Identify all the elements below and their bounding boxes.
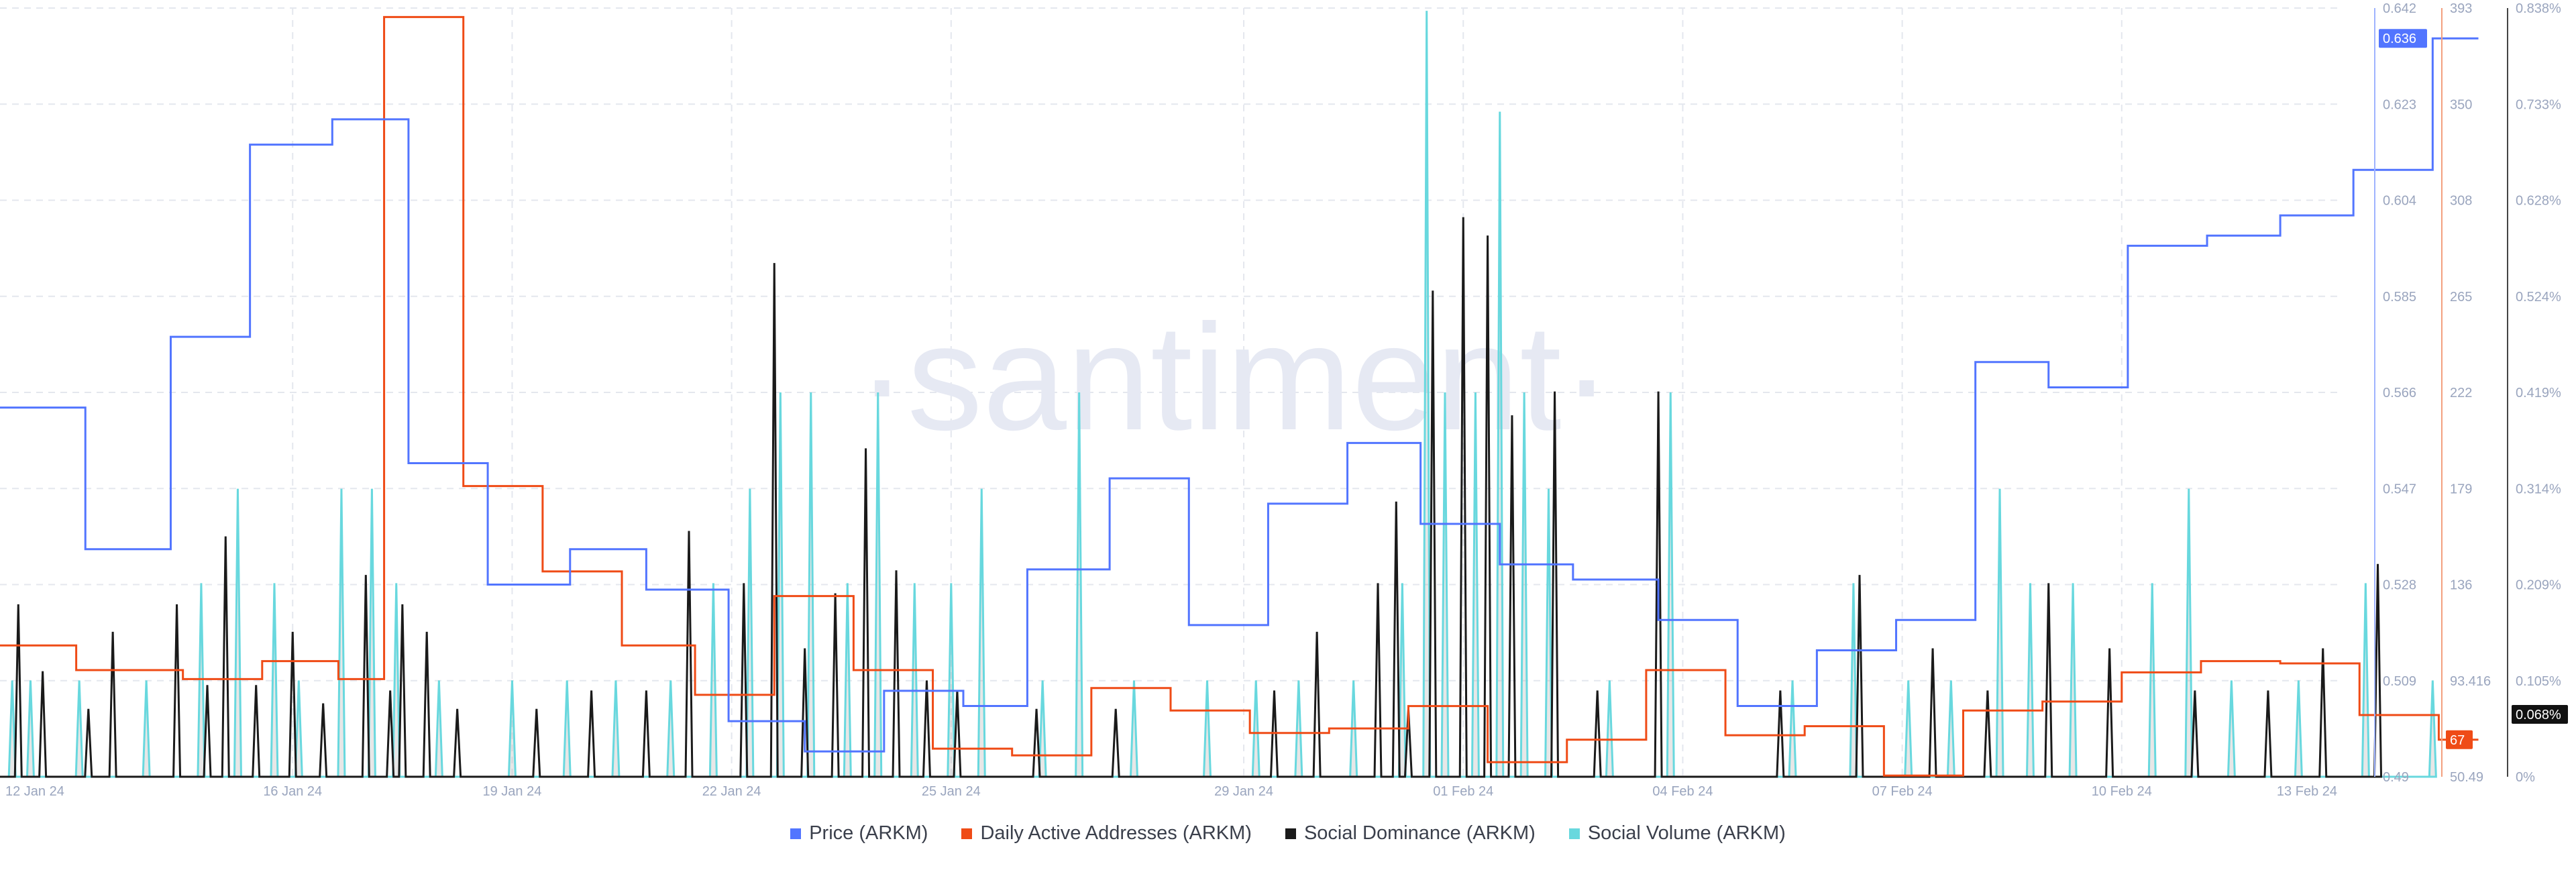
- legend-item-social-dominance[interactable]: Social Dominance (ARKM): [1285, 822, 1536, 844]
- x-tick-label: 13 Feb 24: [2277, 784, 2337, 799]
- dominance-tick-label: 0.314%: [2516, 482, 2561, 496]
- dominance-tick-label: 0.733%: [2516, 97, 2561, 112]
- grid: [0, 7, 2341, 777]
- social-dominance-line: [0, 217, 2383, 778]
- dominance-tick-label: 0.209%: [2516, 578, 2561, 593]
- volume-swatch-icon: [1568, 828, 1580, 839]
- price-tick-label: 0.49: [2383, 770, 2409, 785]
- x-tick-label: 07 Feb 24: [1872, 784, 1933, 799]
- legend-item-daily-active-addresses[interactable]: Daily Active Addresses (ARKM): [961, 822, 1252, 844]
- daa-current-value: 67: [2450, 733, 2465, 748]
- series-layer: [0, 11, 2479, 778]
- price-tick-label: 0.528: [2383, 578, 2416, 593]
- daa-tick-label: 350: [2450, 97, 2472, 112]
- legend-item-price[interactable]: Price (ARKM): [790, 822, 928, 844]
- price-tick-label: 0.509: [2383, 674, 2416, 689]
- daa-swatch-icon: [961, 828, 973, 839]
- daa-tick-label: 93.416: [2450, 674, 2491, 689]
- daa-tick-label: 393: [2450, 1, 2472, 16]
- x-tick-label: 04 Feb 24: [1652, 784, 1713, 799]
- daa-tick-label: 50.49: [2450, 770, 2483, 785]
- price-tick-label: 0.623: [2383, 97, 2416, 112]
- price-tick-label: 0.642: [2383, 1, 2416, 16]
- legend-label-social-volume: Social Volume (ARKM): [1587, 822, 1786, 844]
- daily-active-addresses-line: [0, 15, 2479, 777]
- legend: Price (ARKM) Daily Active Addresses (ARK…: [0, 822, 2576, 844]
- x-tick-label: 19 Jan 24: [483, 784, 542, 799]
- legend-label-daily-active-addresses: Daily Active Addresses (ARKM): [980, 822, 1252, 844]
- price-swatch-icon: [790, 828, 802, 839]
- x-tick-label: 29 Jan 24: [1214, 784, 1273, 799]
- legend-label-social-dominance: Social Dominance (ARKM): [1303, 822, 1536, 844]
- dominance-tick-label: 0.105%: [2516, 674, 2561, 689]
- dominance-tick-label: 0.524%: [2516, 290, 2561, 305]
- daa-tick-label: 308: [2450, 194, 2472, 209]
- dominance-tick-label: 0.628%: [2516, 194, 2561, 209]
- x-tick-label: 16 Jan 24: [263, 784, 322, 799]
- daa-tick-label: 136: [2450, 578, 2472, 593]
- price-line: [0, 37, 2479, 753]
- dominance-swatch-icon: [1285, 828, 1296, 839]
- dominance-tick-label: 0.838%: [2516, 1, 2561, 16]
- price-tick-label: 0.585: [2383, 290, 2416, 305]
- axes: 12 Jan 24 16 Jan 24 19 Jan 24 22 Jan 24 25 J…: [5, 1, 2568, 799]
- price-tick-label: 0.566: [2383, 386, 2416, 400]
- dominance-tick-label: 0.419%: [2516, 386, 2561, 400]
- x-tick-label: 12 Jan 24: [5, 784, 64, 799]
- daa-tick-label: 179: [2450, 482, 2472, 496]
- price-current-value: 0.636: [2383, 32, 2416, 46]
- x-tick-label: 10 Feb 24: [2092, 784, 2152, 799]
- price-tick-label: 0.604: [2383, 194, 2416, 209]
- daa-tick-label: 222: [2450, 386, 2472, 400]
- dominance-tick-label: 0%: [2516, 770, 2535, 785]
- x-tick-label: 25 Jan 24: [922, 784, 981, 799]
- price-current-badge: [2379, 29, 2427, 48]
- dominance-current-value: 0.068%: [2516, 708, 2561, 722]
- x-tick-label: 01 Feb 24: [1433, 784, 1493, 799]
- price-tick-label: 0.547: [2383, 482, 2416, 496]
- legend-label-price: Price (ARKM): [809, 822, 928, 844]
- daa-current-badge: [2446, 730, 2473, 749]
- legend-item-social-volume[interactable]: Social Volume (ARKM): [1568, 822, 1786, 844]
- dominance-current-badge: [2512, 705, 2568, 724]
- multi-metric-chart: ·santiment· 12 Jan 24 16 Jan 24 19 Jan 24 2…: [0, 1, 2568, 799]
- x-tick-label: 22 Jan 24: [702, 784, 761, 799]
- daa-tick-label: 265: [2450, 290, 2472, 305]
